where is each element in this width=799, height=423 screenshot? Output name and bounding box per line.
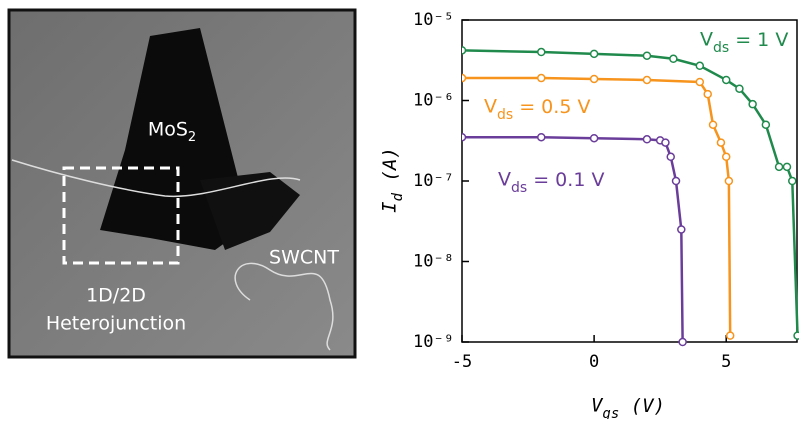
data-point (717, 139, 724, 146)
nanotube-label: SWCNT (269, 247, 339, 269)
data-point (673, 178, 680, 185)
plot-area (459, 47, 799, 346)
series-label: Vds = 1 V (700, 29, 788, 57)
micrograph: MoS2 SWCNT 1D/2D Heterojunction (9, 10, 355, 357)
data-point (704, 91, 711, 98)
data-point (736, 85, 743, 92)
junction-label: Heterojunction (46, 313, 186, 335)
data-point (459, 47, 466, 54)
data-point (538, 75, 545, 82)
data-point (538, 134, 545, 141)
data-point (783, 163, 790, 170)
y-tick-label: 10⁻⁷ (413, 171, 454, 191)
data-point (667, 153, 674, 160)
figure: MoS2 SWCNT 1D/2D Heterojunction 10⁻⁹ 10⁻⁸… (0, 0, 799, 419)
chart: 10⁻⁹ 10⁻⁸ 10⁻⁷ 10⁻⁶ 10⁻⁵ -5 0 5 Vgs (V) Id (A) Vds… (379, 10, 799, 419)
data-point (723, 153, 730, 160)
data-point (643, 76, 650, 83)
x-axis-label: Vgs (V) (591, 395, 665, 420)
data-point (591, 135, 598, 142)
x-tick-label: 0 (589, 352, 599, 372)
junction-label: 1D/2D (86, 285, 146, 307)
data-point (591, 75, 598, 82)
y-tick-label: 10⁻⁶ (413, 91, 454, 111)
page: {"image": {"labels": ["MoS2", "SWCNT", "… (0, 0, 799, 419)
data-point (679, 339, 686, 346)
data-point (459, 134, 466, 141)
data-point (749, 101, 756, 108)
data-point (643, 136, 650, 143)
data-point (662, 139, 669, 146)
data-point (723, 76, 730, 83)
data-point (538, 49, 545, 56)
series-label: Vds = 0.1 V (498, 169, 604, 197)
y-tick-label: 10⁻⁵ (413, 10, 454, 30)
y-tick-label: 10⁻⁸ (413, 252, 454, 272)
data-point (696, 62, 703, 69)
data-point (789, 178, 796, 185)
data-point (794, 332, 799, 339)
data-point (459, 75, 466, 82)
data-point (727, 332, 734, 339)
data-point (670, 55, 677, 62)
data-point (725, 178, 732, 185)
y-axis-label: Id (A) (379, 147, 407, 213)
data-point (643, 52, 650, 59)
x-tick-label: -5 (452, 352, 472, 372)
data-point (762, 121, 769, 128)
data-point (678, 226, 685, 233)
y-tick-label: 10⁻⁹ (413, 332, 454, 352)
data-point (710, 121, 717, 128)
data-point (591, 50, 598, 57)
data-point (696, 78, 703, 85)
x-tick-label: 5 (721, 352, 731, 372)
series-label: Vds = 0.5 V (484, 96, 590, 124)
data-point (776, 163, 783, 170)
